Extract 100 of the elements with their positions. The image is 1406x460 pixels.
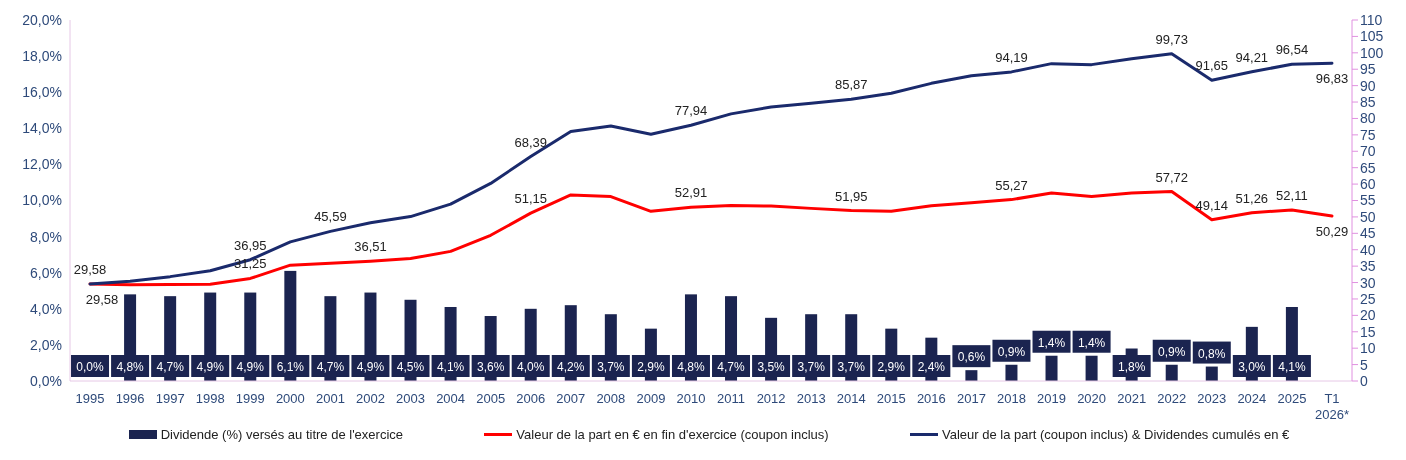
x-tick-label: 2022: [1157, 391, 1187, 406]
data-label: 4,9%: [196, 360, 225, 374]
y-tick-label: 20,0%: [22, 11, 62, 28]
x-tick-label: 2012: [756, 391, 786, 406]
legend-label: Valeur de la part en € en fin d'exercice (coupon inclus): [516, 427, 829, 442]
data-label: 52,11: [1276, 187, 1308, 203]
data-label: 0,0%: [76, 360, 105, 374]
data-label: 1,4%: [1037, 335, 1066, 350]
data-label: 6,1%: [276, 360, 305, 374]
data-label: 1,4%: [1077, 335, 1106, 350]
data-label: 3,7%: [837, 360, 866, 374]
data-label: 0,9%: [1158, 344, 1186, 359]
y2-tick-label: 65: [1360, 159, 1376, 176]
y2-tick-label: 50: [1360, 208, 1376, 225]
x-tick-label: 1998: [195, 391, 225, 406]
x-tick-label: 2009: [636, 391, 666, 406]
data-label: 2,9%: [877, 360, 906, 374]
y2-tick-label: 95: [1360, 61, 1376, 78]
data-label: 4,7%: [156, 360, 185, 374]
x-tick-label: 2021: [1117, 391, 1147, 406]
y2-tick-label: 100: [1360, 44, 1384, 61]
x-tick-label: 2015: [876, 391, 906, 406]
x-tick-label: 2014: [836, 391, 866, 406]
x-tick-label: 2010: [676, 391, 706, 406]
bar: [965, 370, 978, 381]
data-label: 91,65: [1195, 58, 1229, 74]
data-label: 4,0%: [517, 360, 545, 374]
y-tick-label: 6,0%: [30, 264, 62, 281]
data-label: 3,5%: [757, 360, 786, 374]
data-label: 51,26: [1235, 190, 1269, 206]
data-label: 3,7%: [597, 360, 625, 374]
y2-tick-label: 20: [1360, 307, 1376, 324]
data-label: 4,7%: [717, 360, 746, 374]
data-label: 29,58: [85, 291, 119, 307]
data-label: 51,95: [834, 188, 868, 204]
data-label: 31,25: [234, 256, 267, 272]
x-tick-label: 1996: [115, 391, 145, 406]
data-label: 94,19: [995, 49, 1028, 65]
data-label: 4,5%: [396, 360, 425, 374]
y2-tick-label: 35: [1360, 258, 1376, 275]
y2-tick-label: 25: [1360, 290, 1376, 307]
y-tick-label: 10,0%: [22, 192, 62, 209]
x-tick-label: 2001: [315, 391, 345, 406]
legend-label: Valeur de la part (coupon inclus) & Dividendes cumulés en €: [941, 427, 1290, 442]
data-label: 0,6%: [957, 350, 986, 365]
x-tick-label: 2008: [596, 391, 626, 406]
data-label: 57,72: [1155, 169, 1188, 185]
data-label: 36,95: [234, 237, 267, 253]
x-tick-label: 2024: [1237, 391, 1267, 406]
data-label: 55,27: [995, 177, 1028, 193]
x-tick-label: 2016: [916, 391, 946, 406]
y-tick-label: 8,0%: [30, 228, 62, 245]
x-tick-label: T1 2026*: [1314, 391, 1349, 422]
y-tick-label: 16,0%: [22, 84, 62, 101]
y-tick-label: 2,0%: [30, 336, 62, 353]
x-tick-label: 2025: [1277, 391, 1307, 406]
x-tick-label: 2005: [476, 391, 506, 406]
data-label: 99,73: [1155, 31, 1188, 47]
y2-tick-label: 10: [1360, 340, 1376, 357]
x-tick-label: 2020: [1077, 391, 1107, 406]
x-tick-label: 2013: [796, 391, 826, 406]
x-tick-label: 2002: [356, 391, 385, 406]
y-tick-label: 18,0%: [22, 48, 62, 65]
data-label: 45,59: [314, 209, 347, 225]
y2-tick-label: 0: [1360, 372, 1368, 389]
data-label: 3,7%: [797, 360, 826, 374]
data-label: 36,51: [354, 239, 387, 255]
y2-tick-label: 30: [1360, 274, 1376, 291]
x-tick-label: 2011: [717, 391, 746, 406]
data-label: 4,9%: [356, 360, 385, 374]
x-tick-label: 2018: [997, 391, 1026, 406]
data-label: 4,7%: [316, 360, 345, 374]
data-label: 29,58: [73, 261, 107, 277]
y2-tick-label: 80: [1360, 110, 1376, 127]
y-tick-label: 0,0%: [30, 372, 62, 389]
y2-tick-label: 90: [1360, 77, 1376, 94]
y-tick-label: 14,0%: [22, 120, 62, 137]
x-tick-label: 2006: [516, 391, 546, 406]
y2-tick-label: 75: [1360, 126, 1376, 143]
data-label: 52,91: [674, 185, 708, 201]
data-label: 1,8%: [1117, 360, 1146, 374]
data-label: 94,21: [1235, 49, 1269, 65]
data-label: 3,6%: [476, 360, 505, 374]
data-label: 51,15: [514, 191, 547, 207]
data-label: 4,8%: [677, 360, 705, 374]
x-tick-label: 2017: [956, 391, 986, 406]
y-tick-label: 4,0%: [30, 300, 62, 317]
data-label: 50,29: [1315, 223, 1349, 239]
data-label: 4,8%: [116, 360, 145, 374]
y2-tick-label: 55: [1360, 192, 1376, 209]
data-label: 96,83: [1315, 71, 1349, 87]
data-label: 68,39: [514, 134, 547, 150]
y2-tick-label: 110: [1360, 11, 1383, 28]
x-tick-label: 1997: [155, 391, 185, 406]
data-label: 2,9%: [637, 360, 665, 374]
y2-tick-label: 45: [1360, 225, 1376, 242]
data-label: 85,87: [834, 77, 868, 93]
y-tick-label: 12,0%: [22, 156, 62, 173]
x-tick-label: 2019: [1037, 391, 1066, 406]
data-label: 4,9%: [236, 360, 265, 374]
